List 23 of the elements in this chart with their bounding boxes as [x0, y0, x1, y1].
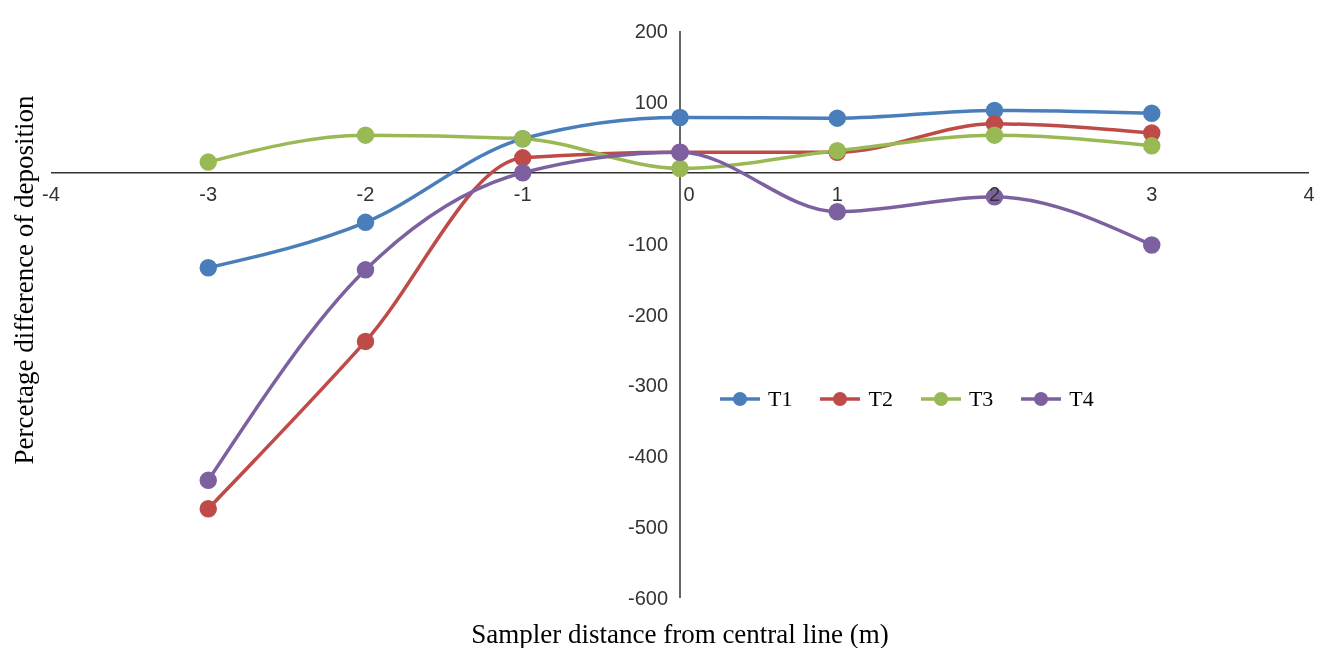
y-tick-label: 100: [634, 90, 668, 113]
y-tick-label: 200: [634, 20, 668, 42]
y-tick-label: -500: [627, 516, 668, 539]
x-tick-label: 0: [683, 182, 695, 205]
legend-label: T2: [868, 386, 893, 412]
x-tick-label: -4: [42, 182, 60, 205]
legend-label: T4: [1069, 386, 1094, 412]
x-axis-title: Sampler distance from central line (m): [471, 619, 889, 649]
x-tick-label: 4: [1303, 182, 1315, 205]
x-tick-label: 2: [988, 182, 1001, 205]
x-tick-label: 3: [1146, 182, 1158, 205]
y-tick-label: -100: [627, 232, 668, 255]
y-tick-label: -600: [627, 587, 668, 609]
legend-label: T1: [768, 386, 793, 412]
y-tick-label: -400: [627, 445, 668, 468]
x-tick-label: 1: [831, 182, 843, 205]
y-axis-title: Percetage difference of deposition: [8, 94, 39, 465]
y-tick-label: -300: [627, 374, 668, 397]
x-tick-label: -2: [356, 182, 375, 205]
legend-label: T3: [968, 386, 994, 412]
x-tick-label: -3: [199, 182, 218, 205]
x-tick-label: -1: [513, 182, 532, 205]
y-tick-label: -200: [627, 303, 668, 326]
